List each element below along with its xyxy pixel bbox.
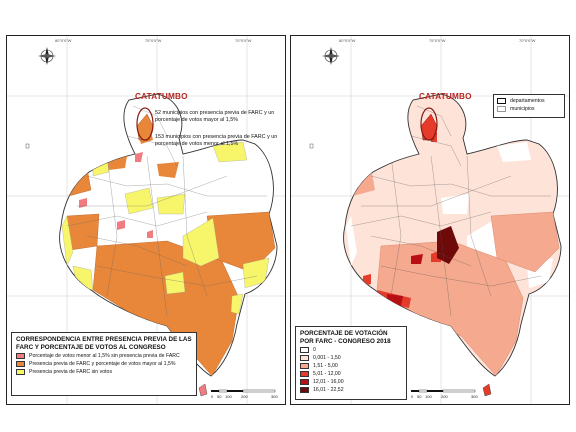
legend-swatch (300, 371, 309, 377)
legend-item: 1,51 - 5,00 (300, 363, 402, 369)
scale-tick: 300 (271, 394, 278, 399)
legend-label: Presencia previa de FARC sin votos (29, 369, 113, 375)
legend-swatch (497, 98, 506, 104)
lon-label: 80°0'0"W (55, 38, 72, 43)
legend-swatch (16, 369, 25, 375)
lon-label: 75°0'0"W (429, 38, 446, 43)
legend-label: 16,01 - 22,52 (313, 387, 344, 393)
legend-item: 5,01 - 12,00 (300, 371, 402, 377)
map-legend: CORRESPONDENCIA ENTRE PRESENCIA PREVIA D… (11, 332, 197, 396)
scale-tick: 0 (411, 394, 414, 399)
legend-item: municipios (497, 106, 561, 112)
farc-presence-map-panel: 80°0'0"W 75°0'0"W 70°0'0"W (6, 35, 286, 405)
lon-label: 70°0'0"W (519, 38, 536, 43)
legend-swatch (16, 353, 25, 359)
catatumbo-label: CATATUMBO (419, 92, 472, 101)
legend-item: 0,001 - 1,50 (300, 355, 402, 361)
legend-swatch (300, 355, 309, 361)
legend-item: departamentos (497, 98, 561, 104)
legend-label: 0,001 - 1,50 (313, 355, 341, 361)
scale-tick: 300 (471, 394, 478, 399)
legend-item: 12,01 - 16,00 (300, 379, 402, 385)
legend-item: Porcentaje de votos menor al 1,5% sin pr… (16, 353, 192, 359)
callout-low-votes: 153 municipios con presencia previa de F… (155, 134, 278, 147)
legend-label: 0 (313, 347, 316, 353)
scale-tick: 100 (425, 394, 432, 399)
colombia-map (25, 93, 278, 397)
legend-label: Porcentaje de votos menor al 1,5% sin pr… (29, 353, 180, 359)
scale-bar (411, 389, 476, 393)
legend-swatch (497, 106, 506, 112)
map-legend: PORCENTAJE DE VOTACIÓN POR FARC - CONGRE… (295, 326, 407, 400)
legend-label: departamentos (510, 98, 545, 104)
north-arrow-icon (322, 47, 340, 65)
legend-item: Presencia previa de FARC y porcentaje de… (16, 361, 192, 367)
legend-swatch (16, 361, 25, 367)
catatumbo-label: CATATUMBO (135, 92, 188, 101)
legend-title: PORCENTAJE DE VOTACIÓN POR FARC - CONGRE… (300, 330, 391, 345)
legend-label: municipios (510, 106, 535, 112)
legend-swatch (300, 379, 309, 385)
legend-swatch (300, 347, 309, 353)
scale-bar (211, 389, 276, 393)
callout-high-votes: 52 municipios con presencia previa de FA… (155, 110, 275, 123)
scale-tick: 200 (441, 394, 448, 399)
scale-tick: 200 (241, 394, 248, 399)
legend-item: 16,01 - 22,52 (300, 387, 402, 393)
catatumbo-highlight (420, 107, 438, 141)
north-arrow-icon (38, 47, 56, 65)
legend-swatch (300, 363, 309, 369)
legend-title: CORRESPONDENCIA ENTRE PRESENCIA PREVIA D… (16, 336, 192, 351)
catatumbo-highlight (136, 107, 154, 141)
lon-label: 80°0'0"W (339, 38, 356, 43)
scale-tick: 100 (225, 394, 232, 399)
lon-label: 75°0'0"W (145, 38, 162, 43)
legend-label: 12,01 - 16,00 (313, 379, 344, 385)
boundary-legend: departamentos municipios (493, 94, 565, 118)
legend-item: 0 (300, 347, 402, 353)
colombia-map (309, 93, 562, 397)
farc-vote-share-map-panel: 80°0'0"W 75°0'0"W 70°0'0"W (290, 35, 570, 405)
legend-item: Presencia previa de FARC sin votos (16, 369, 192, 375)
legend-label: Presencia previa de FARC y porcentaje de… (29, 361, 176, 367)
legend-swatch (300, 387, 309, 393)
scale-tick: 0 (211, 394, 214, 399)
lon-label: 70°0'0"W (235, 38, 252, 43)
legend-label: 1,51 - 5,00 (313, 363, 338, 369)
legend-label: 5,01 - 12,00 (313, 371, 341, 377)
scale-tick: 50 (417, 394, 422, 399)
scale-tick: 50 (217, 394, 222, 399)
